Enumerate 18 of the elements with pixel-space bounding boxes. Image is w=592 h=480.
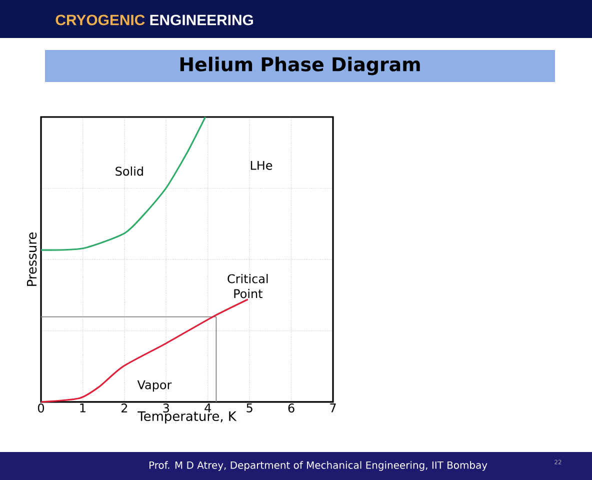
x-tick-label: 3 [163, 404, 169, 413]
x-tick-label: 2 [122, 404, 128, 412]
y-axis-title: Pressure [27, 232, 37, 286]
annotation: Critical Point [228, 274, 268, 298]
text: Prof. M D Atrey, Department of Mechanical Engineering, IIT Bombay [149, 461, 488, 471]
text: CRYOGENIC [56, 14, 145, 26]
x-tick-label: 4 [204, 404, 211, 412]
text: ENGINEERING [150, 14, 253, 26]
x-tick-label: 1 [80, 404, 86, 412]
x-tick-label: 5 [246, 404, 252, 412]
x-tick-label: 7 [330, 404, 336, 412]
chart-title: Helium Phase Diagram [180, 56, 420, 76]
x-tick-label: 6 [288, 404, 294, 413]
x-axis-title: Temperature, K [138, 411, 237, 424]
annotation: LHe [250, 160, 272, 170]
annotation: Vapor [137, 380, 172, 392]
x-tick-label: 0 [38, 404, 44, 413]
annotation: Solid [116, 166, 143, 176]
